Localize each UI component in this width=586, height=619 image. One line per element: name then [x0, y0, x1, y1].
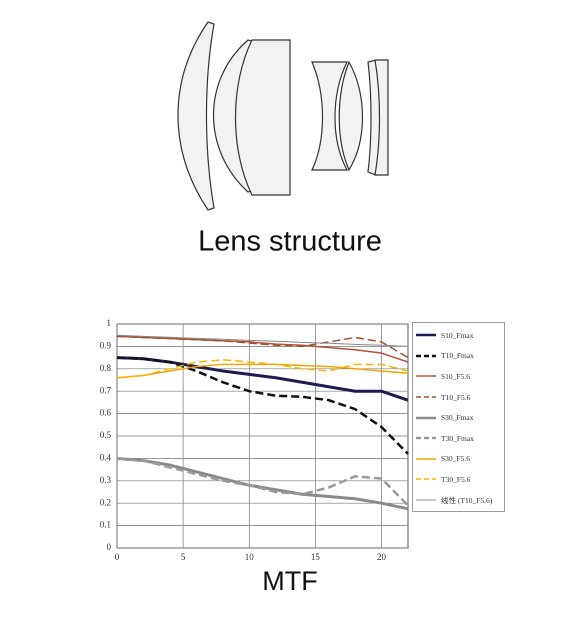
legend-entry: S30_Fmax: [415, 407, 502, 428]
lens-caption: Lens structure: [198, 226, 382, 258]
x-tick-label: 0: [115, 552, 120, 562]
legend-label: T30_Fmax: [441, 433, 474, 443]
legend-swatch: [416, 478, 436, 481]
legend-swatch: [416, 499, 436, 501]
y-tick-label: 0.1: [100, 520, 111, 530]
y-tick-label: 1: [107, 318, 112, 328]
legend-entry: S30_F5.6: [415, 449, 502, 470]
x-tick-label: 10: [245, 552, 255, 562]
lens-element: [338, 60, 363, 172]
y-tick-label: 0.9: [100, 340, 112, 350]
series-line: [116, 356, 409, 455]
legend-entry: T10_Fmax: [415, 346, 502, 367]
chart-title: MTF: [262, 566, 317, 596]
lens-element: [234, 39, 291, 196]
x-tick-label: 5: [181, 552, 186, 562]
legend-entry: S10_Fmax: [415, 325, 502, 346]
legend-entry: S10_F5.6: [415, 366, 502, 387]
series-line: [116, 335, 409, 359]
y-tick-label: 0: [107, 542, 112, 552]
legend-label: T10_Fmax: [441, 351, 474, 361]
series-line: [116, 359, 409, 379]
legend-label: S30_F5.6: [441, 454, 470, 464]
legend-label: S10_Fmax: [441, 330, 474, 340]
legend-label: 线性 (T10_F5.6): [441, 495, 493, 505]
series-line: [116, 457, 409, 507]
legend-label: S10_F5.6: [441, 371, 470, 381]
y-tick-label: 0.4: [100, 452, 112, 462]
legend-swatch: [416, 334, 436, 337]
legend-label: T10_F5.6: [441, 392, 471, 402]
y-tick-label: 0.7: [100, 385, 112, 395]
legend-swatch: [416, 354, 436, 358]
legend-entry: T10_F5.6: [415, 387, 502, 408]
series-line: [116, 363, 409, 379]
y-tick-label: 0.5: [100, 430, 112, 440]
legend-entry: 线性 (T10_F5.6): [415, 490, 502, 511]
y-tick-label: 0.8: [100, 363, 112, 373]
legend-swatch: [416, 396, 436, 398]
legend-label: T30_F5.6: [441, 474, 471, 484]
lens-diagram: [177, 21, 389, 211]
lens-element: [374, 59, 389, 176]
legend: S10_Fmax T10_Fmax S10_F5.6 T10_F5.6 S30_Fmax…: [412, 322, 505, 512]
lens-element: [177, 21, 215, 211]
y-tick-label: 0.3: [100, 475, 112, 485]
x-tick-label: 15: [311, 552, 321, 562]
y-tick-label: 0.2: [100, 497, 111, 507]
legend-entry: T30_Fmax: [415, 428, 502, 449]
series-line: [116, 334, 409, 347]
legend-entry: T30_F5.6: [415, 469, 502, 490]
legend-swatch: [416, 437, 436, 440]
y-tick-label: 0.6: [100, 408, 112, 418]
legend-swatch: [416, 416, 436, 419]
legend-swatch: [416, 375, 436, 378]
x-tick-label: 20: [377, 552, 387, 562]
legend-label: S30_Fmax: [441, 413, 474, 423]
lens-element: [311, 61, 348, 171]
legend-swatch: [416, 458, 436, 460]
